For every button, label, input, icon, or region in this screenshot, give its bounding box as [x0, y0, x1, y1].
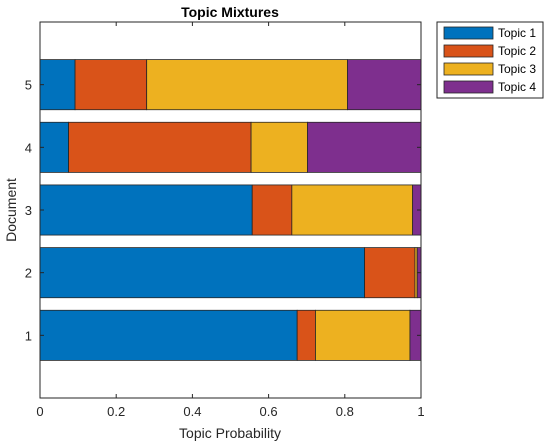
y-tick-label: 4 — [25, 140, 32, 155]
legend: Topic 1 Topic 2 Topic 3 Topic 4 — [436, 21, 544, 99]
legend-label-topic1: Topic 1 — [498, 26, 536, 40]
y-tick-label: 2 — [25, 266, 32, 281]
bar-doc2-topic2 — [364, 247, 416, 299]
x-tick-label: 0.4 — [183, 404, 201, 419]
y-tick-label: 3 — [25, 203, 32, 218]
chart-title: Topic Mixtures — [181, 4, 279, 20]
bar-doc4-topic1 — [39, 121, 69, 173]
legend-label-topic2: Topic 2 — [498, 44, 536, 58]
bars-layer — [39, 59, 422, 361]
x-tick-label: 0.8 — [336, 404, 354, 419]
y-axis: 1 2 3 4 5 — [25, 78, 421, 343]
x-tick-label: 1 — [417, 404, 424, 419]
x-tick-label: 0.6 — [260, 404, 278, 419]
bar-doc5-topic4 — [347, 59, 422, 111]
y-tick-label: 1 — [25, 328, 32, 343]
legend-items: Topic 1 Topic 2 Topic 3 Topic 4 — [443, 26, 536, 94]
legend-label-topic3: Topic 3 — [498, 62, 536, 76]
legend-swatch-topic3 — [443, 62, 494, 76]
x-axis: 0 0.2 0.4 0.6 0.8 1 — [36, 22, 425, 419]
bar-doc3-topic2 — [251, 184, 293, 236]
x-tick-label: 0 — [36, 404, 43, 419]
bar-doc4-topic4 — [307, 121, 422, 173]
bar-doc1-topic2 — [296, 309, 316, 361]
x-tick-label: 0.2 — [107, 404, 125, 419]
bar-doc1-topic1 — [39, 309, 298, 361]
x-axis-label: Topic Probability — [179, 425, 281, 441]
legend-swatch-topic1 — [443, 26, 494, 40]
legend-label-topic4: Topic 4 — [498, 80, 536, 94]
bar-doc5-topic2 — [74, 59, 148, 111]
bar-doc1-topic3 — [315, 309, 411, 361]
bar-doc2-topic1 — [39, 247, 366, 299]
bar-doc4-topic2 — [68, 121, 252, 173]
legend-swatch-topic2 — [443, 44, 494, 58]
bar-doc3-topic1 — [39, 184, 253, 236]
bar-doc4-topic3 — [250, 121, 308, 173]
y-axis-label: Document — [3, 178, 19, 242]
legend-swatch-topic4 — [443, 80, 494, 94]
y-tick-label: 5 — [25, 78, 32, 93]
bar-doc3-topic3 — [291, 184, 414, 236]
bar-doc5-topic1 — [39, 59, 76, 111]
bar-doc5-topic3 — [146, 59, 348, 111]
